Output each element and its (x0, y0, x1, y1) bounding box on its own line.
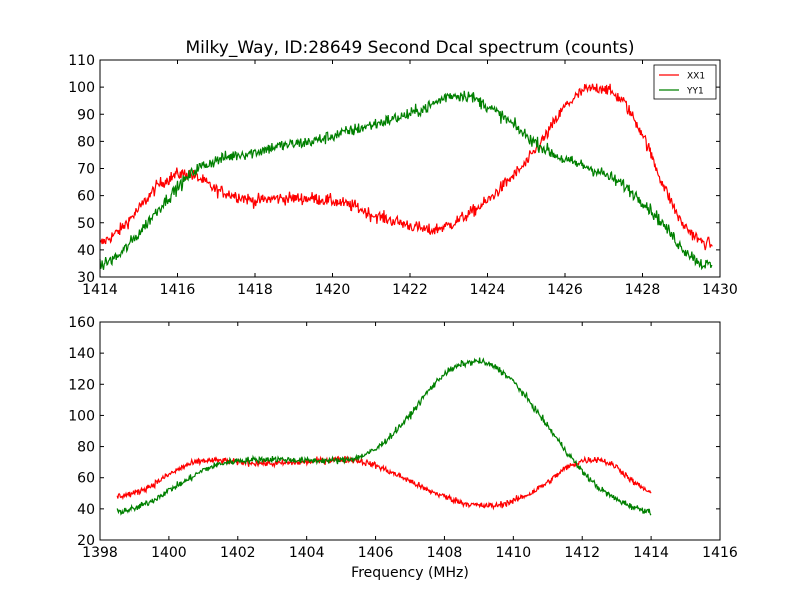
y-tick-label: 120 (68, 377, 95, 393)
x-axis-label: Frequency (MHz) (351, 565, 469, 581)
x-tick-label: 1410 (496, 545, 532, 561)
y-tick-label: 90 (77, 107, 95, 123)
x-tick-label: 1406 (358, 545, 394, 561)
series-line-series-1 (116, 357, 652, 516)
x-tick-label: 1420 (315, 282, 351, 298)
y-tick-label: 40 (77, 243, 95, 259)
x-tick-label: 1422 (392, 282, 428, 298)
y-tick-label: 80 (77, 440, 95, 456)
legend-label: YY1 (686, 87, 704, 97)
series-line-series-0 (116, 455, 652, 511)
y-tick-label: 40 (77, 502, 95, 518)
y-tick-label: 30 (77, 270, 95, 286)
y-tick-label: 50 (77, 216, 95, 232)
y-tick-label: 110 (68, 53, 95, 69)
y-tick-label: 100 (68, 80, 95, 96)
x-tick-label: 1402 (220, 545, 256, 561)
plot-frame (99, 321, 721, 541)
x-tick-label: 1428 (625, 282, 661, 298)
series-line-yy1 (99, 90, 713, 271)
y-tick-label: 70 (77, 162, 95, 178)
x-tick-label: 1416 (702, 545, 738, 561)
x-tick-label: 1412 (564, 545, 600, 561)
x-tick-label: 1424 (470, 282, 506, 298)
bottom-chart: 1398 1400 1402 1404 1406 1408 1410 1412 1414 1416… (68, 315, 738, 561)
x-tick-label: 1426 (547, 282, 583, 298)
y-tick-label: 60 (77, 189, 95, 205)
series-line-xx1 (99, 83, 713, 251)
x-tick-label: 1400 (151, 545, 187, 561)
y-tick-label: 160 (68, 315, 95, 331)
x-tick-label: 1430 (702, 282, 738, 298)
x-tick-label: 1404 (289, 545, 325, 561)
y-tick-label: 20 (77, 533, 95, 549)
x-tick-label: 1416 (160, 282, 196, 298)
x-tick-label: 1414 (633, 545, 669, 561)
x-tick-label: 1408 (427, 545, 463, 561)
x-tick-label: 1414 (82, 282, 118, 298)
y-tick-label: 60 (77, 471, 95, 487)
legend-label: XX1 (687, 72, 705, 82)
x-tick-label: 1418 (237, 282, 273, 298)
y-tick-label: 100 (68, 408, 95, 424)
y-tick-label: 80 (77, 134, 95, 150)
top-chart: 1414 1416 1418 1420 1422 1424 1426 1428 1430 30 40… (68, 53, 738, 298)
legend: XX1 YY1 (653, 64, 717, 100)
chart-title: Milky_Way, ID:28649 Second Dcal spectrum… (185, 38, 634, 58)
plot-frame (99, 59, 721, 278)
x-tick-label: 1398 (82, 545, 118, 561)
y-tick-label: 140 (68, 346, 95, 362)
legend-box (653, 64, 717, 100)
